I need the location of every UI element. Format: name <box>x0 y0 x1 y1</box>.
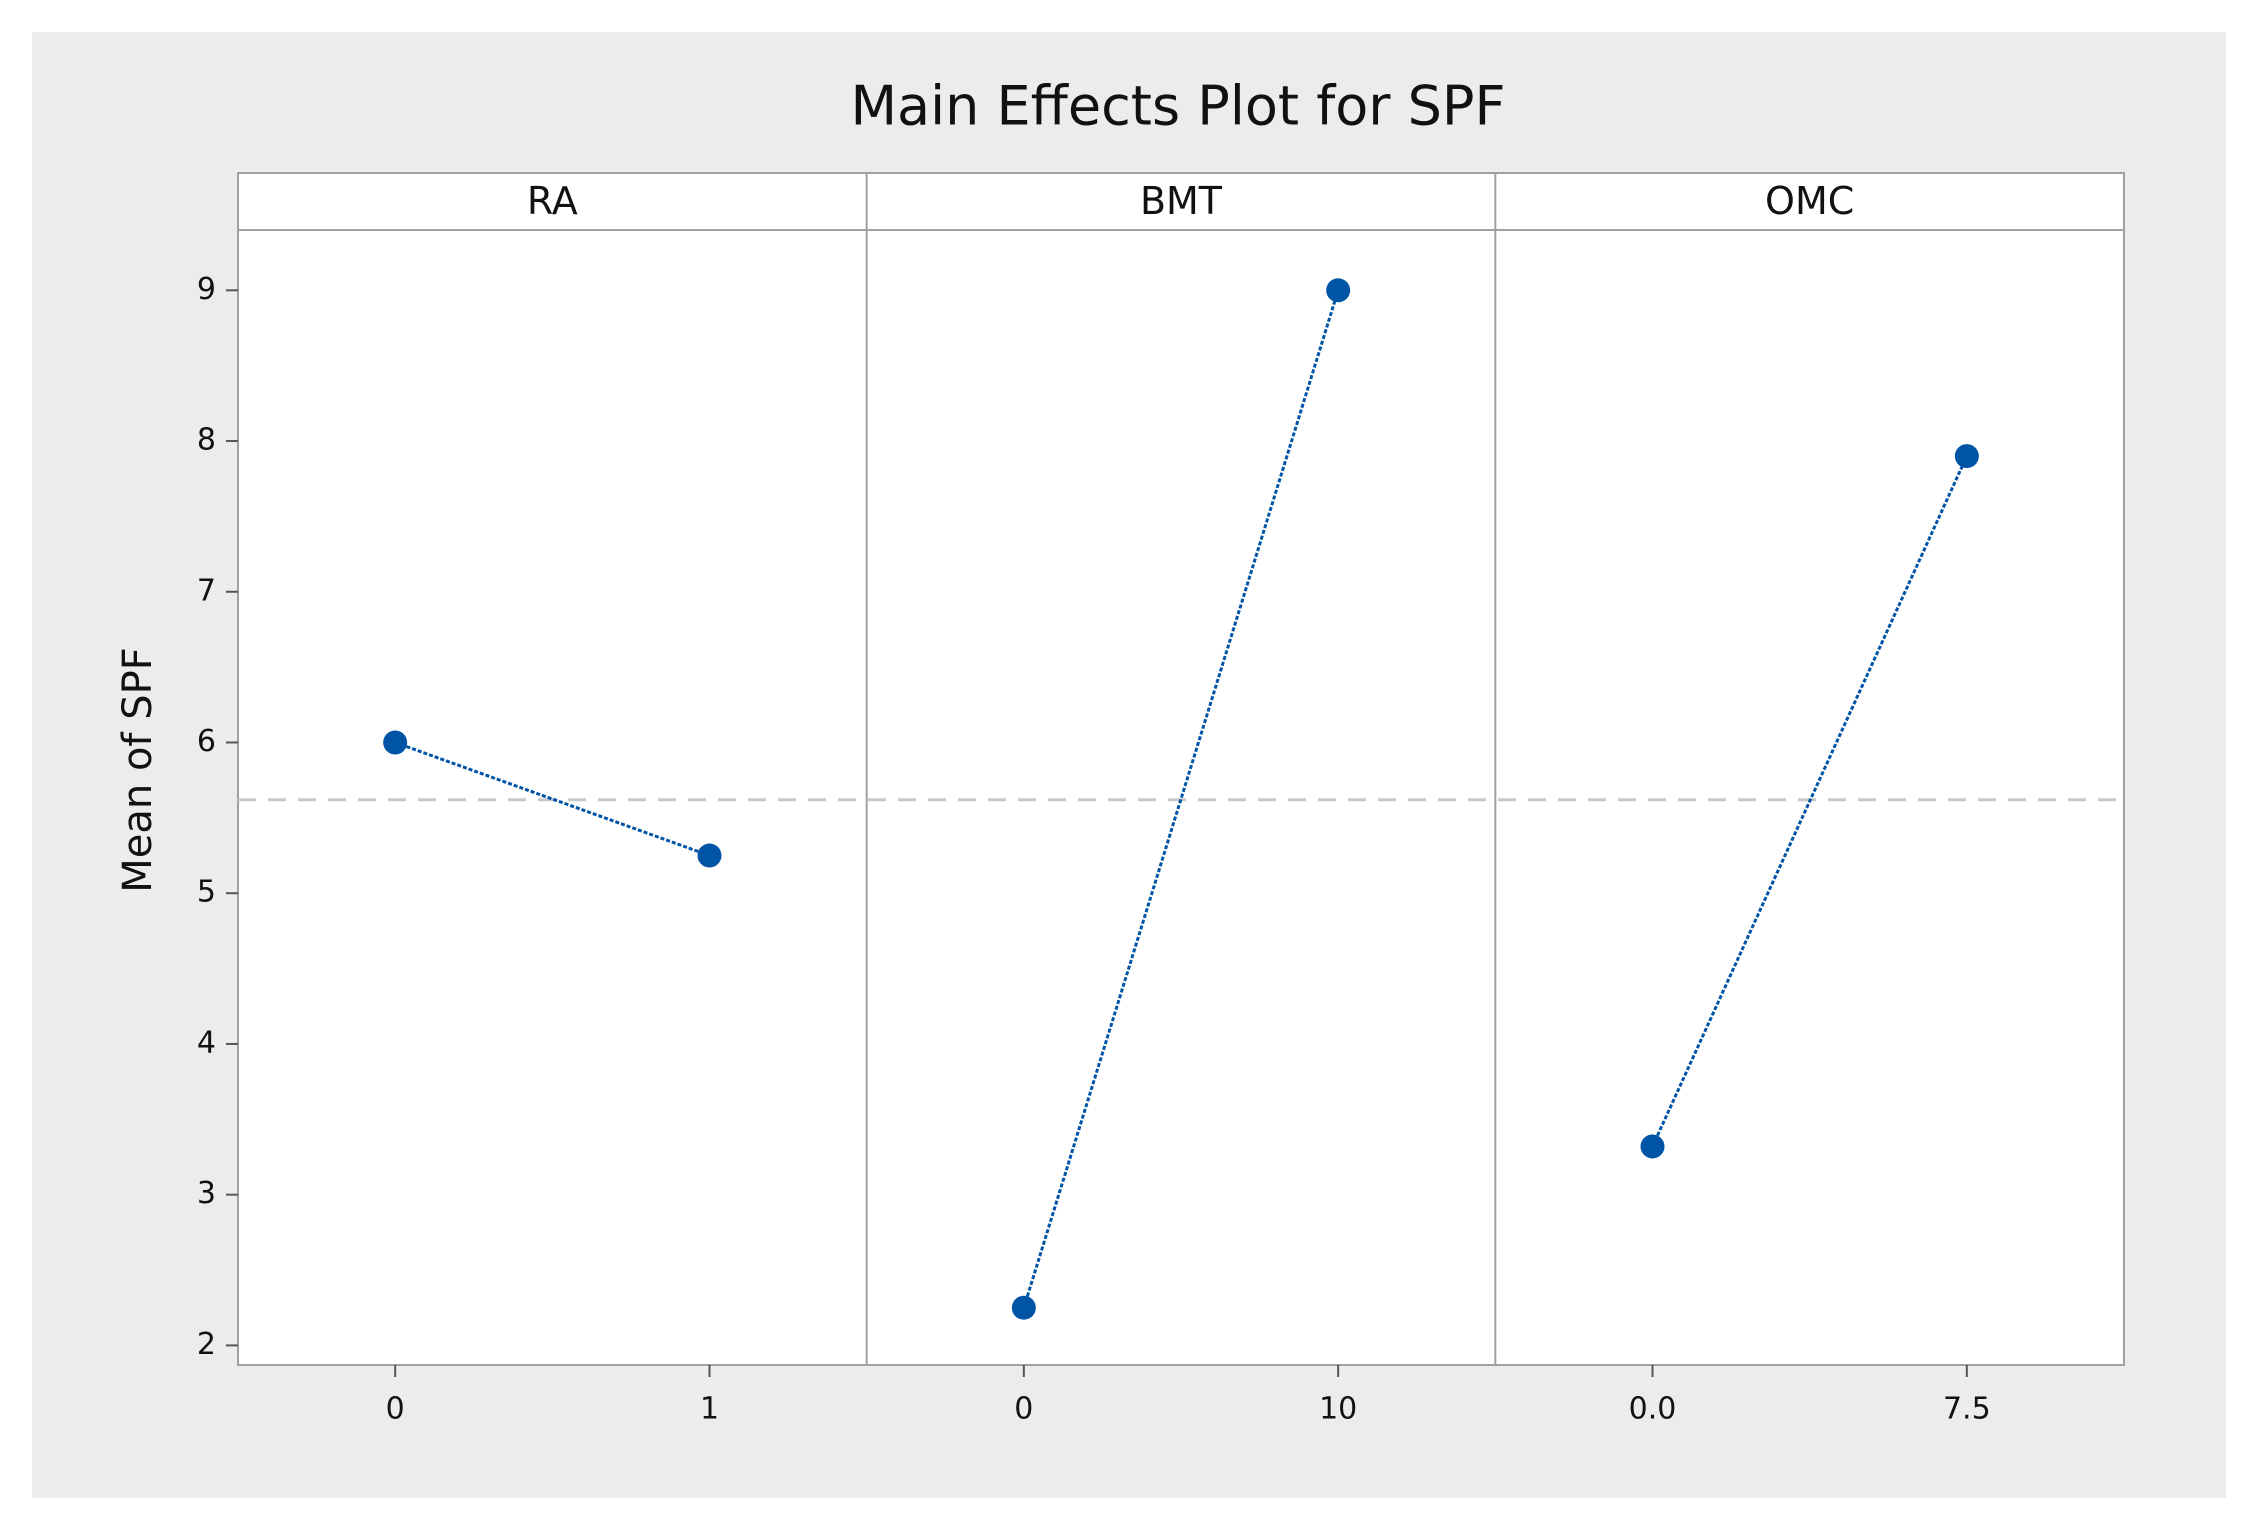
y-tick-label: 6 <box>197 724 216 759</box>
chart-title: Main Effects Plot for SPF <box>850 75 1505 138</box>
plot-area <box>237 172 2125 1366</box>
data-line <box>1022 289 1340 1309</box>
y-tick-label: 2 <box>197 1327 216 1362</box>
y-tick-label: 7 <box>197 573 216 608</box>
x-tick-label: 10 <box>1319 1392 1357 1427</box>
x-tick-label: 1 <box>700 1392 719 1427</box>
data-line <box>394 741 711 857</box>
y-tick-label: 4 <box>197 1025 216 1060</box>
x-tick-label: 0 <box>1014 1392 1033 1427</box>
y-tick-label: 5 <box>197 875 216 910</box>
y-tick-label: 8 <box>197 423 216 458</box>
y-axis-label: Mean of SPF <box>115 647 161 893</box>
panel-label: RA <box>527 179 578 223</box>
data-point <box>1011 1295 1036 1320</box>
y-tick-label: 9 <box>197 272 216 307</box>
data-point <box>383 730 408 755</box>
x-tick-label: 0.0 <box>1629 1392 1677 1427</box>
x-tick-label: 0 <box>386 1392 405 1427</box>
x-tick-label: 7.5 <box>1943 1392 1991 1427</box>
data-point <box>697 843 722 868</box>
data-point <box>1640 1134 1665 1159</box>
y-tick-label: 3 <box>197 1176 216 1211</box>
panel-label: OMC <box>1765 179 1854 223</box>
panel-label: BMT <box>1140 179 1223 223</box>
data-point <box>1326 278 1351 303</box>
data-point <box>1954 444 1979 469</box>
data-line <box>1651 455 1969 1148</box>
